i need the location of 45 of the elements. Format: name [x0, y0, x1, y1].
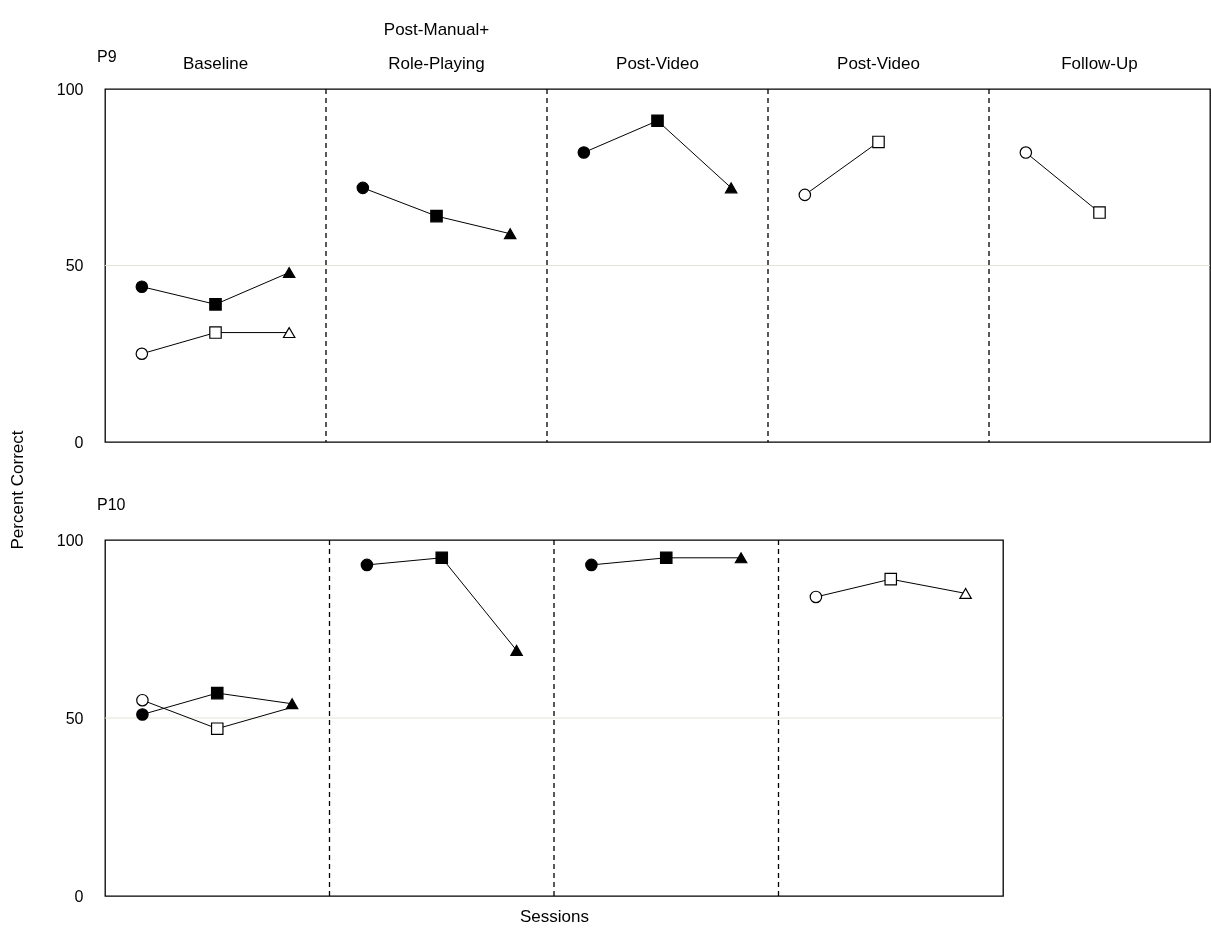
x-axis-title: Sessions [520, 906, 589, 926]
text: Post-Video [616, 54, 699, 73]
point [1019, 146, 1033, 159]
point [503, 228, 517, 240]
point [360, 558, 374, 572]
point [435, 551, 449, 565]
y-axis-title: Percent Correct [8, 430, 28, 550]
chart-title: P10 [97, 496, 126, 513]
point [884, 572, 898, 586]
point [282, 327, 296, 339]
point [430, 209, 443, 223]
point [809, 590, 823, 604]
text: Post-Video [837, 54, 920, 73]
y-tick-label: 100 [56, 80, 84, 98]
point [659, 551, 673, 565]
point [136, 693, 149, 707]
point [724, 182, 738, 194]
y-tick-label: 50 [65, 257, 84, 274]
point [959, 587, 972, 599]
point [285, 698, 299, 710]
point [356, 181, 370, 195]
text: Follow-Up [1061, 54, 1138, 73]
point [210, 722, 224, 735]
point [734, 552, 748, 564]
point [135, 347, 149, 361]
point [282, 267, 296, 279]
point [872, 135, 885, 149]
y-tick-label: 0 [74, 887, 84, 905]
point [585, 558, 598, 572]
point [577, 146, 591, 159]
y-tick-label: 100 [56, 531, 84, 549]
point [209, 326, 222, 339]
point [651, 114, 664, 128]
point [510, 644, 523, 656]
point [135, 280, 149, 293]
point [210, 686, 224, 700]
y-tick-label: 50 [65, 709, 84, 727]
point [798, 188, 812, 202]
chart-title: P9 [97, 48, 117, 65]
point [209, 298, 222, 311]
y-tick-label: 0 [74, 433, 84, 451]
point [1093, 206, 1106, 219]
point [136, 708, 149, 721]
text: Baseline [182, 54, 249, 73]
text: Post-Manual+ Role-Playing [383, 20, 490, 73]
